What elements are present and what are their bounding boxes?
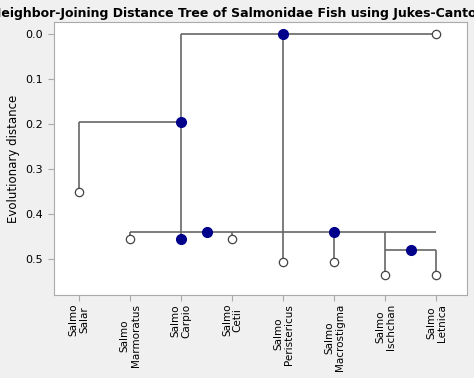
Y-axis label: Evolutionary distance: Evolutionary distance xyxy=(7,95,20,223)
Title: Neighbor-Joining Distance Tree of Salmonidae Fish using Jukes-Cantor model: Neighbor-Joining Distance Tree of Salmon… xyxy=(0,7,474,20)
